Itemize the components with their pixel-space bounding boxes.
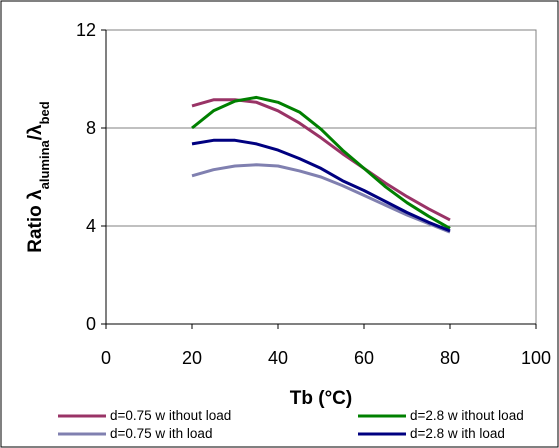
legend: d=0.75 w ithout load d=2.8 w ithout load d…: [58, 408, 524, 441]
y-axis-title: Ratio λalumina/λbed: [25, 101, 52, 253]
axes: [101, 29, 537, 329]
x-tick-label-60: 60: [354, 348, 374, 368]
x-axis-title: Tb (°C): [290, 388, 352, 409]
y-tick-label-12: 12: [76, 20, 96, 40]
tick-labels: 0 4 8 12 0 20 40 60 80 100: [76, 20, 551, 368]
y-axis-title-mid: /λ: [25, 124, 46, 140]
series-line-4: [191, 138, 451, 233]
y-axis-title-prefix: Ratio λ: [25, 189, 46, 253]
y-tick-label-0: 0: [86, 314, 96, 334]
x-tick-label-100: 100: [521, 348, 551, 368]
series-line-3: [191, 163, 451, 234]
x-tick-label-80: 80: [440, 348, 460, 368]
legend-label-2: d=2.8 w ithout load: [410, 408, 524, 423]
series-line-2: [191, 95, 451, 230]
y-axis-title-sub1: alumina: [37, 139, 52, 189]
legend-label-3: d=0.75 w ith load: [110, 426, 212, 441]
legend-label-4: d=2.8 w ith load: [410, 426, 505, 441]
y-tick-label-8: 8: [86, 118, 96, 138]
x-tick-label-0: 0: [101, 348, 111, 368]
x-tick-label-20: 20: [182, 348, 202, 368]
x-tick-label-40: 40: [268, 348, 288, 368]
series-lines: [191, 95, 451, 234]
legend-label-1: d=0.75 w ithout load: [110, 408, 231, 423]
y-axis-title-sub2: bed: [37, 101, 52, 124]
y-tick-label-4: 4: [86, 216, 96, 236]
